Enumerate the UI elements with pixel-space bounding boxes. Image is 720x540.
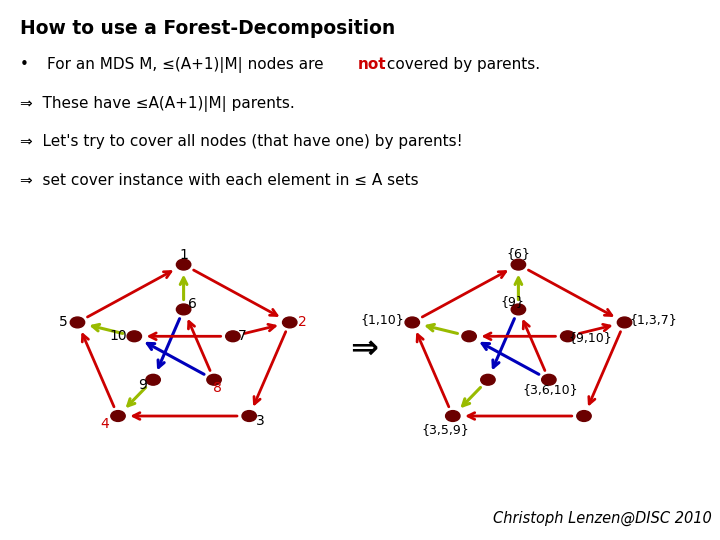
- Text: 4: 4: [101, 417, 109, 431]
- Circle shape: [577, 410, 591, 421]
- Circle shape: [462, 331, 477, 342]
- Circle shape: [176, 259, 191, 270]
- Circle shape: [511, 304, 526, 315]
- Text: 5: 5: [59, 315, 68, 329]
- Text: For an MDS M, ≤(A+1)|M| nodes are: For an MDS M, ≤(A+1)|M| nodes are: [47, 57, 328, 73]
- Text: {9,10}: {9,10}: [569, 332, 613, 345]
- Text: 3: 3: [256, 414, 265, 428]
- Text: Christoph Lenzen@DISC 2010: Christoph Lenzen@DISC 2010: [493, 511, 712, 526]
- Circle shape: [446, 410, 460, 421]
- Circle shape: [242, 410, 256, 421]
- Circle shape: [176, 304, 191, 315]
- Circle shape: [617, 317, 631, 328]
- Text: ⇒: ⇒: [350, 332, 377, 365]
- Text: {1,3,7}: {1,3,7}: [629, 313, 678, 326]
- Circle shape: [225, 331, 240, 342]
- Circle shape: [405, 317, 420, 328]
- Text: {1,10}: {1,10}: [360, 313, 404, 326]
- Text: 10: 10: [109, 329, 127, 343]
- Circle shape: [511, 259, 526, 270]
- Text: 1: 1: [179, 248, 188, 262]
- Circle shape: [127, 331, 142, 342]
- Text: {3,5,9}: {3,5,9}: [422, 423, 469, 436]
- Circle shape: [560, 331, 575, 342]
- Text: 9: 9: [139, 378, 148, 392]
- Text: covered by parents.: covered by parents.: [382, 57, 540, 72]
- Text: 6: 6: [188, 297, 197, 311]
- Text: 7: 7: [238, 329, 247, 343]
- Text: How to use a Forest-Decomposition: How to use a Forest-Decomposition: [20, 19, 395, 38]
- Text: •: •: [20, 57, 29, 72]
- Circle shape: [282, 317, 297, 328]
- Text: not: not: [358, 57, 387, 72]
- Circle shape: [71, 317, 85, 328]
- Circle shape: [146, 374, 161, 385]
- Circle shape: [207, 374, 221, 385]
- Text: {6}: {6}: [506, 247, 531, 260]
- Text: ⇒  Let's try to cover all nodes (that have one) by parents!: ⇒ Let's try to cover all nodes (that hav…: [20, 134, 463, 150]
- Text: 8: 8: [213, 381, 222, 395]
- Circle shape: [481, 374, 495, 385]
- Text: {3,6,10}: {3,6,10}: [523, 383, 578, 396]
- Text: 2: 2: [298, 315, 307, 329]
- Text: {9}: {9}: [500, 295, 525, 308]
- Text: ⇒  These have ≤A(A+1)|M| parents.: ⇒ These have ≤A(A+1)|M| parents.: [20, 96, 295, 112]
- Circle shape: [111, 410, 125, 421]
- Circle shape: [541, 374, 556, 385]
- Text: ⇒  set cover instance with each element in ≤ A sets: ⇒ set cover instance with each element i…: [20, 173, 419, 188]
